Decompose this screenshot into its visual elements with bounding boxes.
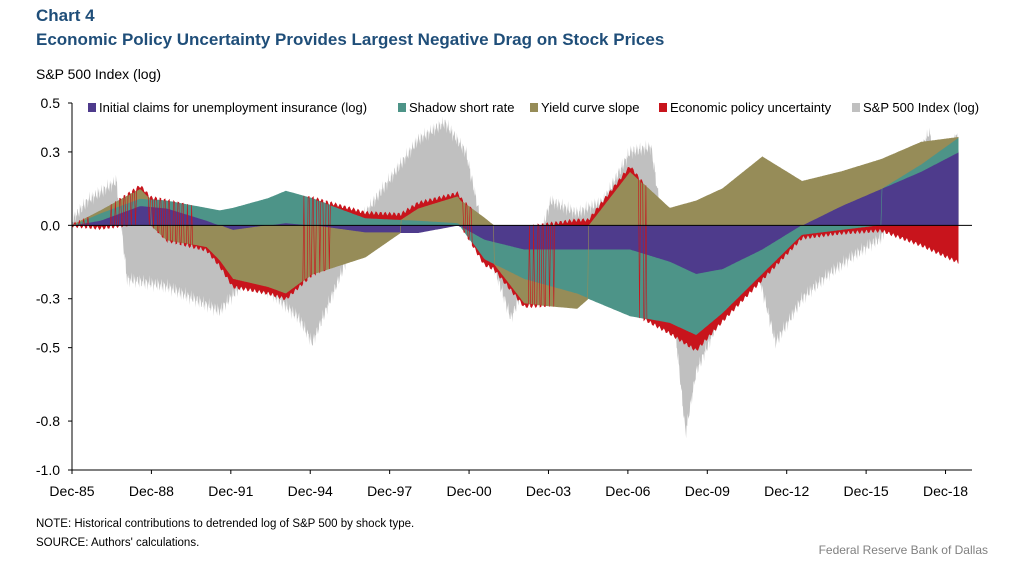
x-tick-label: Dec-18: [923, 483, 968, 499]
legend-label: Shadow short rate: [409, 100, 515, 115]
y-tick-label: 0.5: [41, 95, 61, 111]
chart-source: SOURCE: Authors' calculations.: [36, 537, 200, 549]
x-tick-label: Dec-12: [764, 483, 809, 499]
chart-number: Chart 4: [36, 6, 95, 25]
chart-title: Economic Policy Uncertainty Provides Lar…: [36, 30, 665, 49]
x-tick-label: Dec-06: [605, 483, 650, 499]
legend-swatch: [852, 103, 860, 112]
legend-swatch: [398, 103, 406, 112]
y-tick-label: -0.8: [36, 413, 60, 429]
legend-swatch: [530, 103, 538, 112]
y-tick-label: -1.0: [36, 462, 60, 478]
chart-note: NOTE: Historical contributions to detren…: [36, 518, 415, 530]
y-axis-label: S&P 500 Index (log): [36, 66, 162, 82]
x-tick-label: Dec-15: [844, 483, 889, 499]
x-tick-label: Dec-88: [129, 483, 174, 499]
legend-label: Yield curve slope: [541, 100, 640, 115]
series-yield-slope-area: [71, 136, 959, 309]
x-tick-label: Dec-09: [685, 483, 730, 499]
y-tick-label: -0.5: [36, 340, 60, 356]
x-tick-label: Dec-03: [526, 483, 571, 499]
legend-swatch: [88, 103, 96, 112]
legend-label: Initial claims for unemployment insuranc…: [99, 100, 367, 115]
x-tick-label: Dec-91: [208, 483, 253, 499]
x-tick-label: Dec-94: [288, 483, 333, 499]
y-tick-label: 0.0: [41, 217, 61, 233]
publisher-credit: Federal Reserve Bank of Dallas: [818, 543, 988, 557]
x-tick-label: Dec-97: [367, 483, 412, 499]
legend-label: S&P 500 Index (log): [863, 100, 979, 115]
y-tick-label: 0.3: [41, 144, 61, 160]
legend-label: Economic policy uncertainty: [670, 100, 832, 115]
legend-swatch: [659, 103, 667, 112]
y-tick-label: -0.3: [36, 291, 60, 307]
series-epu-area: [71, 166, 959, 351]
x-tick-label: Dec-00: [446, 483, 491, 499]
x-tick-label: Dec-85: [49, 483, 94, 499]
